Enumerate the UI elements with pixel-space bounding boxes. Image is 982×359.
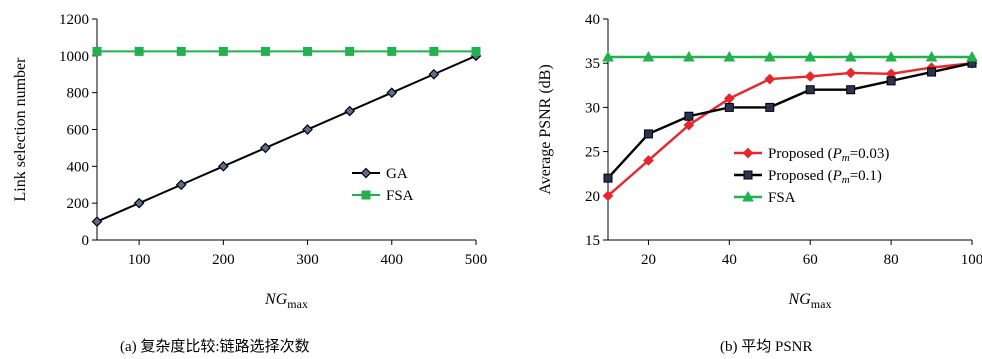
data-point	[763, 50, 776, 62]
y-axis-label: Link selection number	[12, 57, 29, 202]
data-point	[844, 50, 857, 62]
x-tick-label: 300	[296, 252, 319, 268]
data-point	[885, 50, 897, 62]
legend-label: Proposed (Pm=0.1)	[768, 168, 882, 186]
data-point	[723, 50, 736, 62]
x-tick-label: 100	[961, 252, 982, 268]
y-tick-label: 15	[585, 233, 600, 249]
legend: Proposed (Pm=0.03) Proposed (Pm=0.1) FSA	[734, 146, 889, 206]
data-point	[428, 68, 440, 80]
legend-label: GA	[386, 166, 408, 182]
data-point	[345, 46, 355, 56]
data-point	[602, 190, 614, 202]
data-point	[260, 46, 270, 56]
y-tick-label: 35	[585, 56, 600, 72]
data-point	[804, 50, 817, 62]
x-tick-label: 20	[641, 252, 656, 268]
series-0	[91, 50, 482, 227]
legend-label: FSA	[768, 190, 796, 206]
data-point	[429, 46, 439, 56]
data-point	[387, 46, 397, 56]
y-tick-label: 40	[585, 12, 600, 28]
data-point	[175, 179, 187, 191]
data-point	[260, 142, 271, 154]
series-line	[607, 62, 973, 179]
legend-marker	[742, 190, 754, 202]
x-axis-label: NGmax	[264, 291, 308, 311]
data-point	[302, 124, 313, 135]
x-tick-label: 100	[128, 252, 151, 268]
data-point	[886, 76, 896, 86]
data-point	[643, 129, 653, 139]
caption-a: (a) 复杂度比较:链路选择次数	[120, 337, 310, 355]
data-point	[683, 119, 695, 131]
data-point	[344, 105, 356, 117]
y-tick-label: 600	[67, 123, 90, 139]
data-point	[643, 155, 654, 166]
y-tick-label: 200	[67, 196, 90, 212]
data-point	[764, 73, 776, 85]
data-point	[683, 50, 695, 62]
y-tick-label: 20	[585, 189, 600, 205]
x-axis-label: NGmax	[788, 291, 832, 311]
data-point	[471, 46, 481, 56]
data-point	[684, 111, 694, 121]
legend-marker	[742, 147, 754, 159]
data-point	[386, 87, 398, 99]
y-tick-label: 0	[82, 233, 90, 249]
x-tick-label: 200	[212, 252, 235, 268]
data-point	[724, 102, 734, 112]
y-tick-label: 400	[67, 159, 90, 175]
data-point	[134, 46, 144, 56]
data-point	[176, 46, 186, 56]
series-1	[603, 58, 977, 183]
legend-label: FSA	[386, 188, 414, 204]
data-point	[925, 50, 938, 62]
data-point	[642, 50, 655, 62]
legend-marker	[360, 167, 372, 179]
data-point	[966, 50, 978, 62]
chart-a-complexity: 0 200 400 600 800 1000 1200 100 200 300 400 500 Link…	[12, 12, 487, 311]
series-1	[92, 46, 481, 56]
data-point	[602, 50, 614, 62]
y-axis-label: Average PSNR (dB)	[537, 64, 554, 194]
legend: GA FSA	[352, 166, 414, 204]
data-point	[845, 67, 857, 79]
series-2	[602, 50, 978, 62]
data-point	[133, 197, 145, 209]
x-tick-label: 40	[722, 252, 737, 268]
series-line	[607, 62, 973, 197]
chart-b-psnr: 15 20 25 30 35 40 20 40 60 80 100 Average PSNR (dB)…	[537, 12, 982, 311]
legend-marker	[743, 170, 753, 180]
data-point	[805, 85, 815, 95]
y-tick-label: 800	[67, 86, 90, 102]
series-line	[96, 54, 477, 223]
data-point	[91, 216, 103, 227]
y-tick-label: 1200	[59, 12, 89, 28]
data-point	[218, 46, 228, 56]
y-tick-label: 25	[585, 145, 600, 161]
data-point	[217, 160, 229, 172]
data-point	[92, 46, 102, 56]
data-point	[804, 71, 816, 82]
data-point	[603, 173, 613, 183]
y-tick-label: 1000	[59, 49, 89, 65]
legend-label: Proposed (Pm=0.03)	[768, 146, 889, 164]
x-tick-label: 400	[381, 252, 404, 268]
data-point	[846, 85, 856, 95]
caption-b: (b) 平均 PSNR	[720, 338, 813, 355]
x-tick-label: 500	[465, 252, 488, 268]
data-point	[765, 102, 775, 112]
y-tick-label: 30	[585, 100, 600, 116]
data-point	[927, 67, 937, 77]
legend-marker	[361, 190, 371, 200]
x-tick-label: 60	[803, 252, 818, 268]
x-tick-label: 80	[884, 252, 899, 268]
data-point	[303, 46, 313, 56]
